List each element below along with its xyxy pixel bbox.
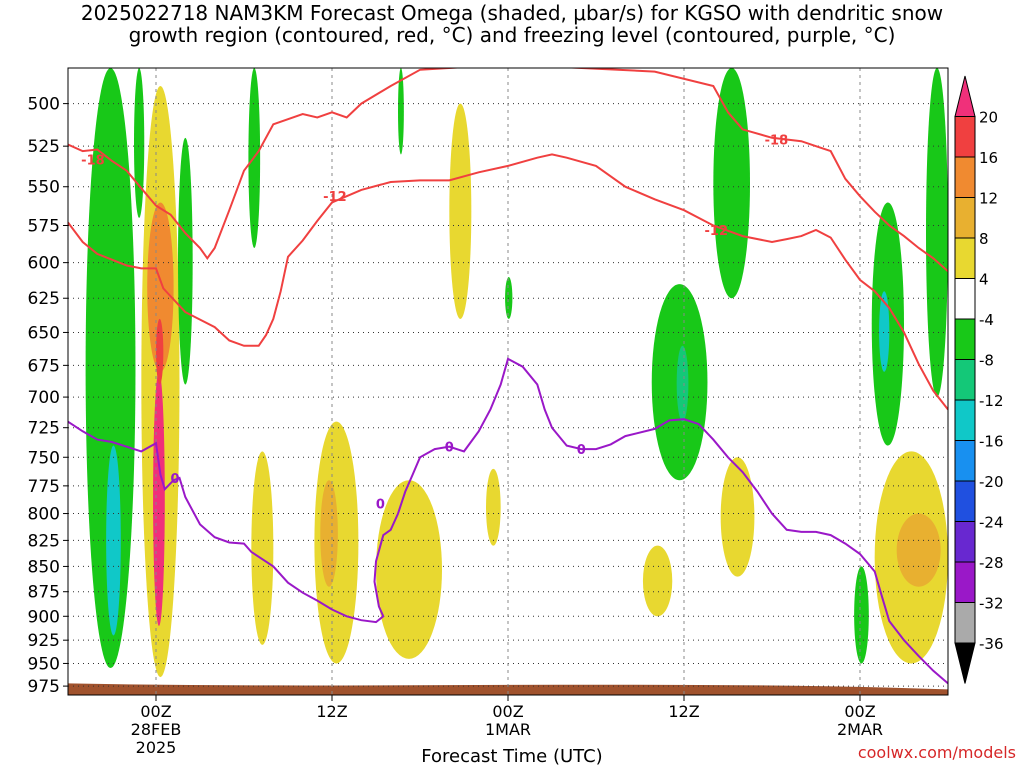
colorbar-label-0: 20 bbox=[979, 109, 998, 127]
y-tick-label-650: 650 bbox=[28, 323, 60, 343]
colorbar-segment-5 bbox=[954, 278, 976, 320]
colorbar-segment-8 bbox=[954, 399, 976, 441]
y-tick-label-725: 725 bbox=[28, 419, 60, 439]
contour-label-1-0: -12 bbox=[323, 190, 347, 205]
y-tick-label-600: 600 bbox=[28, 254, 60, 274]
colorbar-label-9: -20 bbox=[979, 473, 1004, 491]
colorbar-label-12: -32 bbox=[979, 595, 1004, 613]
shaded-region-orange-mid-b bbox=[320, 480, 338, 587]
colorbar-label-2: 12 bbox=[979, 190, 998, 208]
y-tick-label-675: 675 bbox=[28, 356, 60, 376]
y-tick-label-950: 950 bbox=[28, 654, 60, 674]
x-tick-label-18-0: 12Z bbox=[316, 702, 347, 721]
y-tick-label-975: 975 bbox=[28, 677, 60, 697]
contour-label-2-2: 0 bbox=[577, 443, 586, 458]
colorbar-label-10: -24 bbox=[979, 514, 1004, 532]
x-tick-label-6-0: 00Z bbox=[140, 702, 171, 721]
shaded-region-yellow-mid-a bbox=[251, 451, 274, 645]
credit-link[interactable]: coolwx.com/models bbox=[857, 743, 1016, 762]
colorbar-label-11: -28 bbox=[979, 554, 1004, 572]
chart-title-line2: growth region (contoured, red, °C) and f… bbox=[128, 23, 896, 47]
colorbar-segment-1 bbox=[954, 116, 976, 158]
y-tick-label-700: 700 bbox=[28, 388, 60, 408]
colorbar-segment-11 bbox=[954, 521, 976, 563]
colorbar-segment-12 bbox=[954, 561, 976, 603]
y-tick-label-575: 575 bbox=[28, 217, 60, 237]
shaded-region-yellow-mid-e bbox=[486, 468, 501, 546]
colorbar-segment-2 bbox=[954, 156, 976, 198]
shaded-region-orange-lift-core bbox=[147, 202, 174, 372]
colorbar-label-1: 16 bbox=[979, 149, 998, 167]
contour-label-2-1: 0 bbox=[445, 441, 454, 456]
colorbar-segment-6 bbox=[954, 318, 976, 360]
contour-label-1-1: -12 bbox=[705, 224, 729, 239]
x-tick-label-30-0: 00Z bbox=[492, 702, 523, 721]
contour-label-0-1: -18 bbox=[765, 133, 789, 148]
x-tick-label-6-1: 28FEB bbox=[131, 720, 182, 739]
shaded-region-green-right-n bbox=[926, 68, 948, 398]
chart-title-line1: 2025022718 NAM3KM Forecast Omega (shaded… bbox=[80, 1, 944, 25]
y-tick-label-900: 900 bbox=[28, 607, 60, 627]
shaded-region-green-left-column bbox=[85, 68, 136, 669]
shaded-region-cyan-mid-h bbox=[676, 345, 689, 422]
colorbar-top-triangle bbox=[954, 75, 976, 117]
colorbar-segment-7 bbox=[954, 359, 976, 401]
colorbar-label-4: 4 bbox=[979, 271, 989, 289]
colorbar-segment-13 bbox=[954, 602, 976, 644]
colorbar-label-3: 8 bbox=[979, 230, 989, 248]
x-tick-label-6-2: 2025 bbox=[136, 738, 177, 757]
shaded-region-magenta-lift-max bbox=[153, 371, 165, 626]
shaded-region-green-upper-i bbox=[713, 68, 751, 299]
colorbar-segment-10 bbox=[954, 480, 976, 522]
shaded-region-green-strip-c bbox=[398, 68, 404, 155]
contour-label-2-3: 0 bbox=[376, 498, 385, 513]
y-tick-label-825: 825 bbox=[28, 531, 60, 551]
shaded-region-green-low-k bbox=[854, 566, 869, 664]
x-axis-label: Forecast Time (UTC) bbox=[421, 746, 603, 767]
y-tick-label-875: 875 bbox=[28, 583, 60, 603]
shaded-region-cyan-right-l bbox=[879, 291, 890, 372]
y-tick-label-550: 550 bbox=[28, 178, 60, 198]
colorbar-label-5: -4 bbox=[979, 311, 994, 329]
shaded-region-yellow-mid-c bbox=[376, 480, 442, 659]
y-tick-label-625: 625 bbox=[28, 289, 60, 309]
shaded-region-green-upper-strip bbox=[134, 68, 145, 218]
snow-growth-contour-0 bbox=[68, 68, 948, 273]
shaded-region-orange-right-m bbox=[896, 513, 941, 587]
y-tick-label-525: 525 bbox=[28, 137, 60, 157]
contour-label-2-0: 0 bbox=[171, 472, 180, 487]
y-tick-label-750: 750 bbox=[28, 448, 60, 468]
shaded-region-red-lift-core bbox=[156, 318, 164, 385]
colorbar-segment-4 bbox=[954, 237, 976, 279]
x-tick-label-54-0: 00Z bbox=[844, 702, 875, 721]
colorbar-label-13: -36 bbox=[979, 635, 1004, 653]
shaded-region-yellow-low-j bbox=[720, 457, 755, 577]
colorbar-segment-9 bbox=[954, 440, 976, 482]
colorbar-label-7: -12 bbox=[979, 392, 1004, 410]
freezing-level-contour bbox=[68, 357, 948, 685]
snow-growth-contour-1 bbox=[68, 153, 948, 411]
y-tick-label-800: 800 bbox=[28, 505, 60, 525]
colorbar-label-8: -16 bbox=[979, 433, 1004, 451]
colorbar-bottom-triangle bbox=[954, 642, 976, 684]
x-tick-label-54-1: 2MAR bbox=[837, 720, 883, 739]
y-tick-label-925: 925 bbox=[28, 631, 60, 651]
chart-title: 2025022718 NAM3KM Forecast Omega (shaded… bbox=[0, 2, 1024, 46]
x-tick-label-42-0: 12Z bbox=[668, 702, 699, 721]
y-tick-label-500: 500 bbox=[28, 95, 60, 115]
colorbar-label-6: -8 bbox=[979, 352, 994, 370]
shaded-region-yellow-low-g bbox=[642, 545, 673, 617]
plot-area: -18 -18 -12 -12 0 0 0 0 bbox=[68, 68, 948, 695]
x-tick-label-30-1: 1MAR bbox=[485, 720, 531, 739]
colorbar-segment-3 bbox=[954, 197, 976, 239]
contour-label-0-0: -18 bbox=[81, 153, 105, 168]
shaded-region-yellow-upper-d bbox=[449, 103, 472, 319]
y-tick-label-775: 775 bbox=[28, 477, 60, 497]
y-tick-label-850: 850 bbox=[28, 557, 60, 577]
shaded-region-green-strip-a bbox=[178, 137, 193, 385]
